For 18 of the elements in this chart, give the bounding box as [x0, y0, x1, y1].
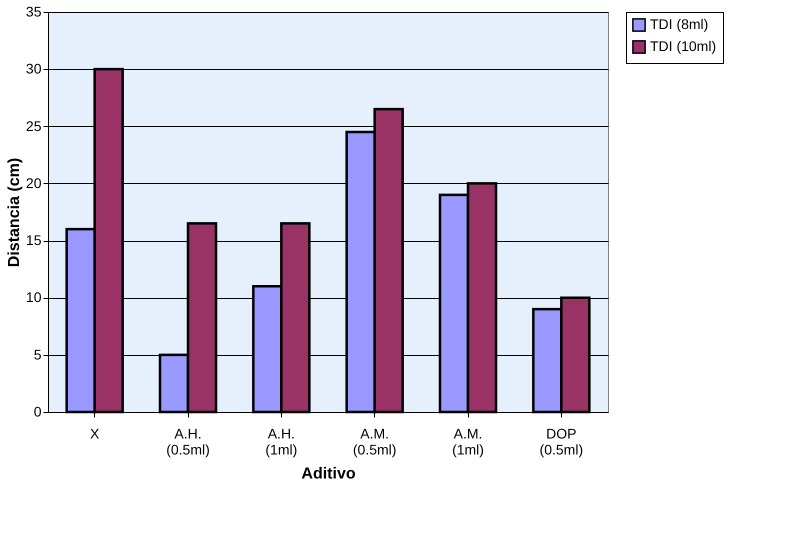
- x-tick-label: DOP (0.5ml): [540, 426, 584, 458]
- y-tick-label: 25: [26, 118, 42, 134]
- x-tick-label: A.M. (0.5ml): [352, 426, 396, 458]
- y-tick-label: 30: [26, 60, 42, 77]
- y-tick-label: 10: [26, 289, 42, 306]
- y-tick-label: 15: [26, 232, 42, 248]
- x-tick-label: A.H. (0.5ml): [166, 426, 210, 458]
- x-tick-label: X: [90, 426, 100, 442]
- x-tick-label: A.H. (1ml): [265, 426, 298, 458]
- legend-label: TDI (8ml): [650, 16, 708, 32]
- y-tick-label: 35: [26, 4, 42, 20]
- x-axis-title: Aditivo: [301, 466, 356, 482]
- y-tick-label: 0: [34, 404, 42, 420]
- y-axis-title: Distancia (cm): [6, 158, 23, 268]
- x-tick-label: A.M. (1ml): [452, 426, 484, 458]
- y-tick-label: 5: [34, 346, 42, 362]
- legend-label: TDI (10ml): [650, 38, 716, 54]
- y-tick-label: 20: [26, 174, 42, 191]
